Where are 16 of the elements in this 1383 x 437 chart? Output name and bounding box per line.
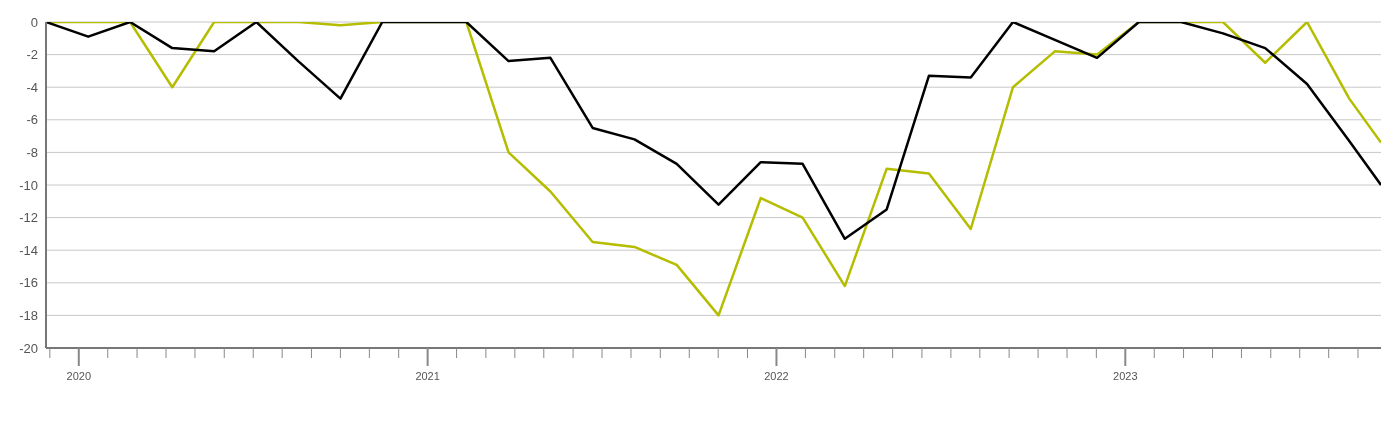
x-tick-label: 2021: [415, 370, 440, 382]
y-tick-label: -16: [19, 275, 38, 291]
x-tick-label: 2023: [1113, 370, 1138, 382]
y-tick-label: -14: [19, 242, 38, 258]
y-tick-label: -12: [19, 210, 38, 226]
line-series: [46, 22, 1381, 241]
y-tick-label: -20: [19, 340, 38, 356]
x-tick-label: 2020: [66, 370, 92, 382]
y-tick-label: -10: [19, 177, 38, 193]
y-tick-label: -2: [26, 47, 38, 63]
x-tick-label: 2022: [764, 370, 789, 382]
y-tick-label: -4: [26, 79, 38, 95]
y-tick-label: -6: [26, 112, 38, 128]
y-tick-label: -8: [26, 145, 38, 161]
y-tick-label: -18: [19, 308, 38, 324]
y-tick-label: 0: [30, 14, 38, 30]
